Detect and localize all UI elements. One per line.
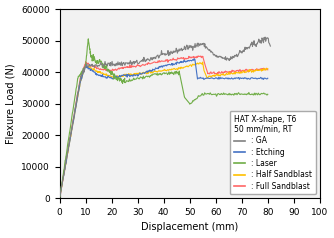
- Legend: : GA, : Etching, : Laser, : Half Sandblast, : Full Sandblast: : GA, : Etching, : Laser, : Half Sandbla…: [230, 111, 316, 194]
- X-axis label: Displacement (mm): Displacement (mm): [141, 223, 238, 233]
- Y-axis label: Flexure Load (N): Flexure Load (N): [6, 63, 16, 144]
